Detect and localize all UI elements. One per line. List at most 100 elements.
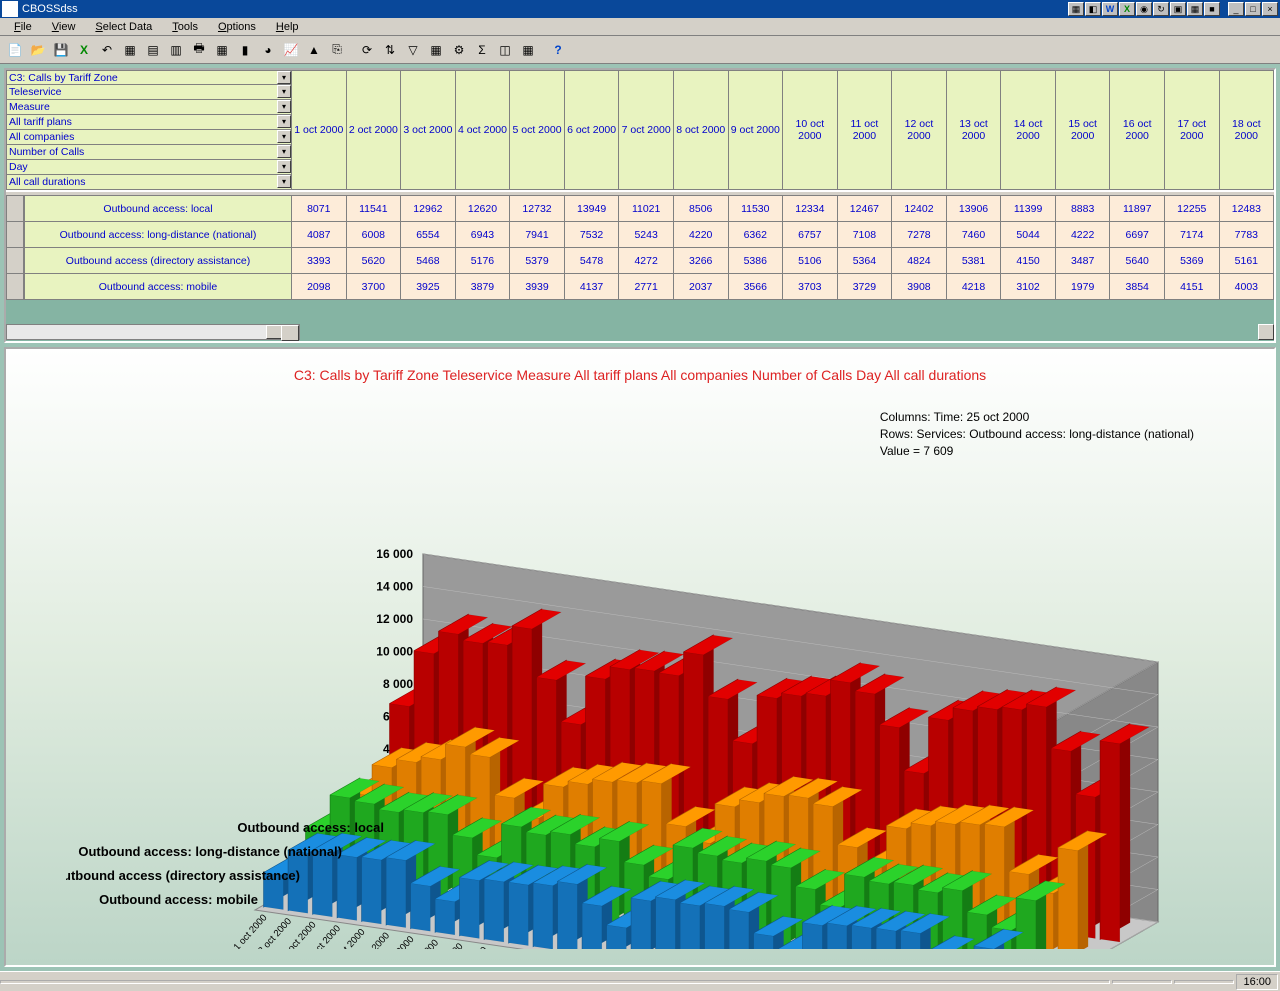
date-header[interactable]: 12 oct 2000 xyxy=(892,70,947,190)
data-cell[interactable]: 6362 xyxy=(729,222,784,248)
data-cell[interactable]: 3703 xyxy=(783,274,838,300)
data-cell[interactable]: 2098 xyxy=(292,274,347,300)
tray-icon[interactable]: ◉ xyxy=(1136,2,1152,16)
chart1-icon[interactable]: ▦ xyxy=(119,39,141,61)
data-cell[interactable]: 13906 xyxy=(947,196,1002,222)
scroll-right-button[interactable] xyxy=(1258,324,1274,340)
data-cell[interactable]: 4151 xyxy=(1165,274,1220,300)
row-expand-button[interactable] xyxy=(6,222,24,248)
date-header[interactable]: 13 oct 2000 xyxy=(947,70,1002,190)
layout-icon[interactable]: ◫ xyxy=(494,39,516,61)
row-expand-button[interactable] xyxy=(6,196,24,222)
3d-bar-chart[interactable]: 02 0004 0006 0008 00010 00012 00014 0001… xyxy=(66,469,1216,949)
pie-icon[interactable]: ◕ xyxy=(257,39,279,61)
dropdown-arrow-icon[interactable]: ▾ xyxy=(277,71,291,84)
data-cell[interactable]: 3925 xyxy=(401,274,456,300)
date-header[interactable]: 3 oct 2000 xyxy=(401,70,456,190)
grid2-icon[interactable]: ▦ xyxy=(517,39,539,61)
dropdown-arrow-icon[interactable]: ▾ xyxy=(277,115,291,128)
data-cell[interactable]: 4222 xyxy=(1056,222,1111,248)
data-cell[interactable]: 6943 xyxy=(456,222,511,248)
data-cell[interactable]: 12467 xyxy=(838,196,893,222)
date-header[interactable]: 10 oct 2000 xyxy=(783,70,838,190)
maximize-button[interactable]: □ xyxy=(1245,2,1261,16)
dropdown-arrow-icon[interactable]: ▾ xyxy=(277,160,291,173)
tray-icon[interactable]: ■ xyxy=(1204,2,1220,16)
row-expand-button[interactable] xyxy=(6,248,24,274)
data-cell[interactable]: 3908 xyxy=(892,274,947,300)
data-cell[interactable]: 7108 xyxy=(838,222,893,248)
data-cell[interactable]: 4824 xyxy=(892,248,947,274)
filter-dropdown[interactable]: Teleservice▾ xyxy=(6,85,292,100)
data-cell[interactable]: 5386 xyxy=(729,248,784,274)
tray-icon[interactable]: ▣ xyxy=(1170,2,1186,16)
dropdown-arrow-icon[interactable]: ▾ xyxy=(277,145,291,158)
data-cell[interactable]: 3266 xyxy=(674,248,729,274)
tray-icon[interactable]: ↻ xyxy=(1153,2,1169,16)
tray-icon[interactable]: ▦ xyxy=(1187,2,1203,16)
row-label[interactable]: Outbound access: local xyxy=(24,196,292,222)
data-cell[interactable]: 12402 xyxy=(892,196,947,222)
date-header[interactable]: 18 oct 2000 xyxy=(1220,70,1274,190)
filter-dropdown[interactable]: All call durations▾ xyxy=(6,175,292,190)
data-cell[interactable]: 7941 xyxy=(510,222,565,248)
minimize-button[interactable]: _ xyxy=(1228,2,1244,16)
dropdown-arrow-icon[interactable]: ▾ xyxy=(277,100,291,113)
date-header[interactable]: 5 oct 2000 xyxy=(510,70,565,190)
menu-options[interactable]: Options xyxy=(208,19,266,35)
data-cell[interactable]: 11021 xyxy=(619,196,674,222)
data-cell[interactable]: 3729 xyxy=(838,274,893,300)
tray-icon[interactable]: ▦ xyxy=(1068,2,1084,16)
data-cell[interactable]: 6757 xyxy=(783,222,838,248)
filter-dropdown[interactable]: C3: Calls by Tariff Zone▾ xyxy=(6,70,292,85)
sum-icon[interactable]: Σ xyxy=(471,39,493,61)
data-cell[interactable]: 3102 xyxy=(1001,274,1056,300)
data-cell[interactable]: 5620 xyxy=(347,248,402,274)
data-cell[interactable]: 3854 xyxy=(1110,274,1165,300)
date-header[interactable]: 14 oct 2000 xyxy=(1001,70,1056,190)
tray-icon[interactable]: ◧ xyxy=(1085,2,1101,16)
data-cell[interactable]: 7174 xyxy=(1165,222,1220,248)
data-cell[interactable]: 8071 xyxy=(292,196,347,222)
data-cell[interactable]: 12962 xyxy=(401,196,456,222)
data-cell[interactable]: 8506 xyxy=(674,196,729,222)
menu-view[interactable]: View xyxy=(42,19,86,35)
tray-word-icon[interactable]: W xyxy=(1102,2,1118,16)
data-cell[interactable]: 11897 xyxy=(1110,196,1165,222)
data-cell[interactable]: 4003 xyxy=(1220,274,1274,300)
date-header[interactable]: 4 oct 2000 xyxy=(456,70,511,190)
menu-help[interactable]: Help xyxy=(266,19,309,35)
row-label[interactable]: Outbound access: long-distance (national… xyxy=(24,222,292,248)
excel-icon[interactable]: X xyxy=(73,39,95,61)
chart2-icon[interactable]: ▤ xyxy=(142,39,164,61)
data-cell[interactable]: 12732 xyxy=(510,196,565,222)
date-header[interactable]: 16 oct 2000 xyxy=(1110,70,1165,190)
data-cell[interactable]: 3393 xyxy=(292,248,347,274)
data-cell[interactable]: 13949 xyxy=(565,196,620,222)
close-button[interactable]: × xyxy=(1262,2,1278,16)
date-header[interactable]: 2 oct 2000 xyxy=(347,70,402,190)
open-icon[interactable]: 📂 xyxy=(27,39,49,61)
data-cell[interactable]: 3700 xyxy=(347,274,402,300)
data-cell[interactable]: 7532 xyxy=(565,222,620,248)
data-cell[interactable]: 3939 xyxy=(510,274,565,300)
data-cell[interactable]: 4220 xyxy=(674,222,729,248)
print-icon[interactable]: 🖶 xyxy=(188,39,210,61)
data-cell[interactable]: 5176 xyxy=(456,248,511,274)
date-header[interactable]: 17 oct 2000 xyxy=(1165,70,1220,190)
data-cell[interactable]: 5161 xyxy=(1220,248,1274,274)
data-cell[interactable]: 5243 xyxy=(619,222,674,248)
undo-icon[interactable]: ↶ xyxy=(96,39,118,61)
data-cell[interactable]: 5478 xyxy=(565,248,620,274)
data-cell[interactable]: 6697 xyxy=(1110,222,1165,248)
data-cell[interactable]: 12620 xyxy=(456,196,511,222)
dropdown-arrow-icon[interactable]: ▾ xyxy=(277,85,291,98)
dropdown-arrow-icon[interactable]: ▾ xyxy=(277,175,291,188)
data-cell[interactable]: 4218 xyxy=(947,274,1002,300)
filter-dropdown[interactable]: Day▾ xyxy=(6,160,292,175)
chart3-icon[interactable]: ▥ xyxy=(165,39,187,61)
data-cell[interactable]: 6554 xyxy=(401,222,456,248)
data-cell[interactable]: 2037 xyxy=(674,274,729,300)
date-header[interactable]: 15 oct 2000 xyxy=(1056,70,1111,190)
data-cell[interactable]: 3566 xyxy=(729,274,784,300)
